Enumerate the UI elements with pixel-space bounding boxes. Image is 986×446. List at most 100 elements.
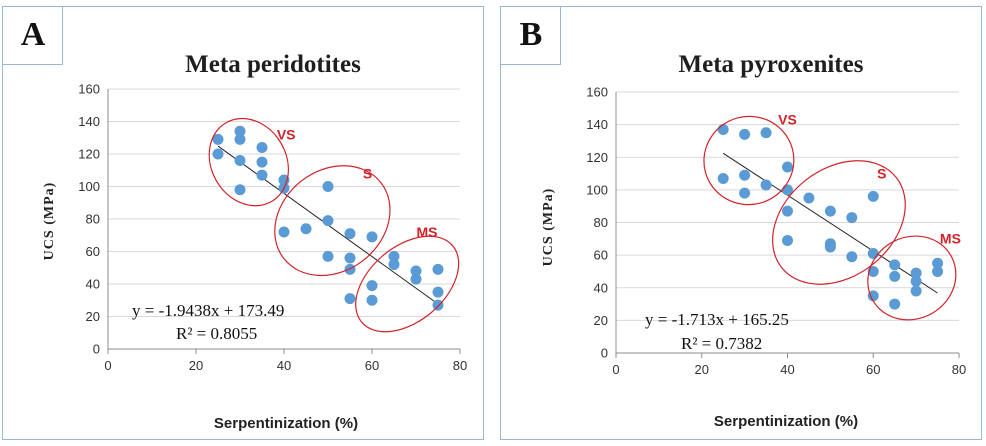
data-point-a xyxy=(344,293,356,305)
x-tick-label-b: 80 xyxy=(952,362,966,377)
panel-letter-a: A xyxy=(20,16,46,53)
x-tick-label-b: 20 xyxy=(695,362,709,377)
plot-area-b: 0 20 40 60 80 100 120 140 160 0 20 40 60 80 VS S MS xyxy=(586,85,966,378)
data-point-a xyxy=(234,155,246,166)
y-tick-label-b: 0 xyxy=(601,346,608,361)
data-point-a xyxy=(322,250,334,262)
y-tick-label-a: 60 xyxy=(86,244,100,259)
data-point-a xyxy=(344,228,356,240)
y-tick-label-b: 140 xyxy=(586,117,608,132)
panel-letter-box-b: B xyxy=(501,7,561,65)
data-point-a xyxy=(366,280,378,292)
data-point-a xyxy=(256,156,268,168)
y-tick-label-b: 60 xyxy=(594,248,608,263)
data-point-a xyxy=(366,231,378,243)
y-tick-label-b: 80 xyxy=(594,215,608,230)
data-point-a xyxy=(322,215,334,227)
x-tick-label-a: 60 xyxy=(365,358,379,373)
data-point-a xyxy=(366,294,378,306)
data-point-a xyxy=(432,263,444,275)
trendline-b xyxy=(722,152,938,294)
data-point-b xyxy=(717,124,729,136)
data-point-b xyxy=(782,205,793,217)
data-point-b xyxy=(824,241,836,253)
data-point-a xyxy=(410,273,422,285)
y-tick-label-b: 40 xyxy=(594,280,608,295)
data-point-a xyxy=(234,133,246,145)
data-point-b xyxy=(739,169,751,181)
y-tick-label-a: 100 xyxy=(78,179,100,194)
data-point-b xyxy=(910,267,922,279)
data-point-a xyxy=(344,252,356,264)
data-point-b xyxy=(889,270,901,282)
data-point-b xyxy=(760,127,772,139)
y-tick-label-b: 20 xyxy=(594,313,608,328)
chart-title-a: Meta peridotites xyxy=(185,51,361,78)
data-point-a xyxy=(278,226,290,238)
cluster-ellipse-ms-b xyxy=(867,235,957,321)
x-axis-title-b: Serpentinization (%) xyxy=(713,413,859,430)
cluster-label-vs-b: VS xyxy=(778,112,797,128)
y-tick-label-a: 0 xyxy=(93,342,100,357)
data-point-b xyxy=(867,247,879,259)
x-tick-label-b: 60 xyxy=(866,362,880,377)
data-point-b xyxy=(739,128,751,140)
data-point-b xyxy=(846,251,858,263)
data-point-b xyxy=(932,265,944,277)
data-point-a xyxy=(300,223,312,235)
data-point-a xyxy=(410,265,422,277)
plot-area-a: 0 20 40 60 80 100 120 140 160 0 20 40 60 80 VS S MS xyxy=(78,82,467,374)
data-point-b xyxy=(739,187,751,199)
data-point-b xyxy=(846,212,858,224)
cluster-label-ms-a: MS xyxy=(417,224,438,240)
y-tick-label-b: 100 xyxy=(586,182,608,197)
trendline-equation-b: y = -1.713x + 165.25 xyxy=(645,310,789,329)
cluster-ellipse-s-b xyxy=(772,160,906,285)
data-point-a xyxy=(388,250,400,262)
cluster-label-s-a: S xyxy=(363,165,372,181)
cluster-ellipse-vs-b xyxy=(703,115,795,206)
x-tick-label-b: 40 xyxy=(780,362,794,377)
trendline-equation-a: y = -1.9438x + 173.49 xyxy=(132,301,285,320)
data-point-a xyxy=(388,259,400,270)
panel-letter-box-a: A xyxy=(3,7,63,65)
x-tick-label-a: 40 xyxy=(277,358,291,373)
data-point-a xyxy=(212,133,224,145)
cluster-ellipse-vs-a xyxy=(208,117,289,207)
y-axis-title-b: UCS (MPa) xyxy=(541,187,556,267)
chart-title-b: Meta pyroxenites xyxy=(678,51,864,78)
y-axis-title-a: UCS (MPa) xyxy=(42,181,57,261)
data-point-b xyxy=(910,275,922,287)
data-point-b xyxy=(782,234,793,246)
x-tick-label-a: 0 xyxy=(104,358,111,373)
data-point-a xyxy=(432,286,444,298)
y-tick-label-a: 160 xyxy=(78,82,100,97)
data-point-b xyxy=(932,257,944,269)
data-point-a xyxy=(234,125,246,137)
data-point-b xyxy=(782,161,793,173)
r-squared-a: R² = 0.8055 xyxy=(176,324,258,343)
data-point-a xyxy=(322,181,334,192)
y-tick-label-b: 120 xyxy=(586,150,608,165)
y-tick-label-a: 20 xyxy=(86,309,100,324)
y-tick-label-a: 120 xyxy=(78,147,100,162)
data-point-a xyxy=(432,299,444,311)
r-squared-b: R² = 0.7382 xyxy=(681,334,763,353)
data-point-b xyxy=(889,259,901,271)
y-tick-label-a: 40 xyxy=(86,277,100,292)
x-tick-label-a: 80 xyxy=(453,358,467,373)
data-point-b xyxy=(824,205,836,217)
data-point-b xyxy=(889,298,901,310)
panel-letter-b: B xyxy=(519,16,543,53)
y-tick-label-a: 140 xyxy=(78,114,100,129)
x-axis-title-a: Serpentinization (%) xyxy=(213,415,359,432)
cluster-ellipse-ms-a xyxy=(355,235,460,333)
data-point-b xyxy=(760,179,772,191)
cluster-label-vs-a: VS xyxy=(277,126,296,142)
data-point-b xyxy=(867,190,879,202)
data-point-b xyxy=(803,192,815,204)
cluster-label-ms-b: MS xyxy=(940,231,961,247)
data-point-a xyxy=(256,142,268,153)
cluster-ellipse-s-a xyxy=(274,165,391,277)
data-point-a xyxy=(234,184,246,196)
